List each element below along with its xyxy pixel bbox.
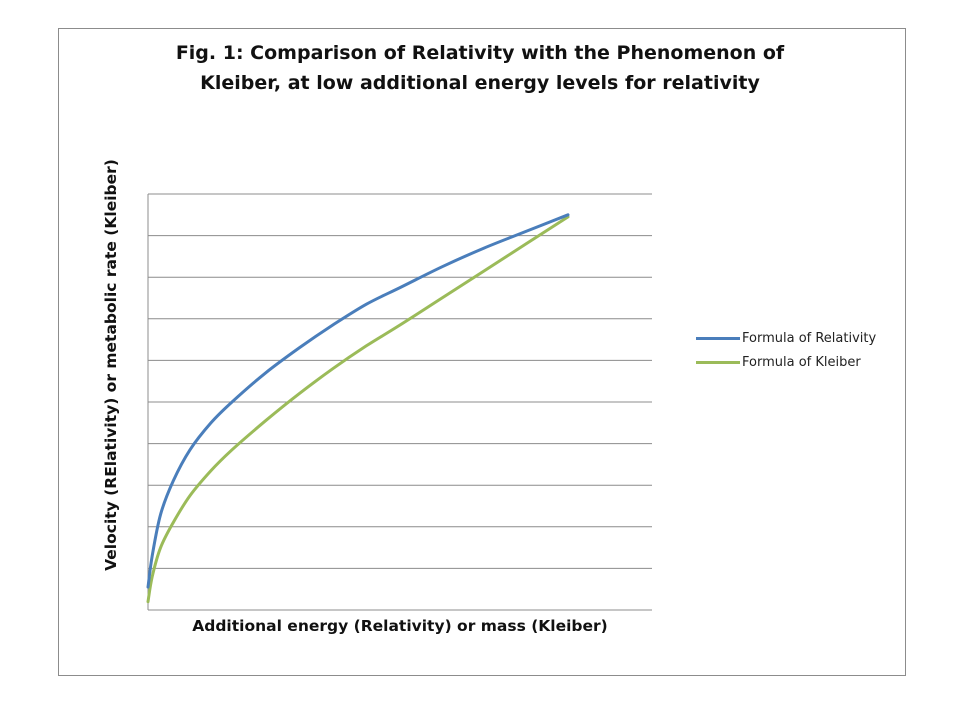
legend: Formula of Relativity Formula of Kleiber — [696, 326, 906, 374]
legend-label-relativity: Formula of Relativity — [742, 331, 876, 346]
series-line-formula-of-kleiber — [148, 217, 568, 602]
y-axis-title-text: Velocity (RElativity) or metabolic rate … — [102, 159, 120, 571]
series-line-formula-of-relativity — [148, 215, 568, 587]
legend-swatch-kleiber — [696, 361, 740, 364]
legend-label-kleiber: Formula of Kleiber — [742, 355, 861, 370]
legend-swatch-relativity — [696, 337, 740, 340]
x-axis-title: Additional energy (Relativity) or mass (… — [148, 617, 652, 635]
legend-item-kleiber: Formula of Kleiber — [696, 350, 906, 374]
legend-item-relativity: Formula of Relativity — [696, 326, 906, 350]
